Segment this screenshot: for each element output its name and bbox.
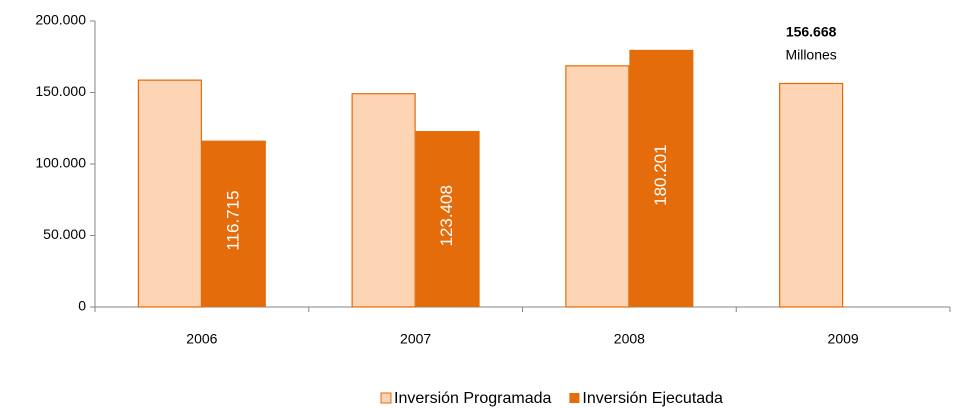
value-label: 180.201 [651,144,670,205]
legend-swatch [380,392,392,404]
legend-swatch [569,393,580,403]
x-tick-label: 2007 [400,331,431,347]
x-tick-label: 2006 [186,331,217,347]
bar [565,65,630,308]
y-tick-label: 100.000 [35,155,86,171]
value-label: 123.408 [437,185,456,246]
value-label: 156.668 [786,24,837,40]
bar [415,131,480,307]
bar [779,82,844,308]
bar [351,93,416,308]
bar [137,79,202,308]
x-tick-label: 2008 [614,331,645,347]
y-tick-label: 200.000 [35,12,86,28]
x-tick-label: 2009 [828,331,859,347]
annotation: Millones [785,47,836,63]
y-tick-label: 50.000 [43,226,86,242]
legend-label: Inversión Programada [394,390,552,407]
bar [629,49,694,308]
legend-label: Inversión Ejecutada [582,390,723,407]
bar [201,140,266,307]
y-tick-label: 0 [78,298,86,314]
y-tick-label: 150.000 [35,83,86,99]
value-label: 116.715 [223,190,242,250]
